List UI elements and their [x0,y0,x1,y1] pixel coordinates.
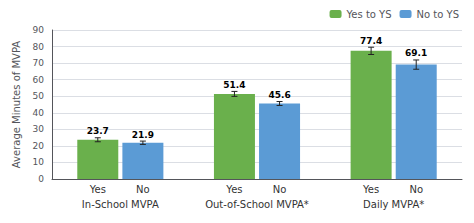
svg-text:30: 30 [33,124,45,134]
svg-text:Out-of-School MVPA*: Out-of-School MVPA* [205,199,309,210]
svg-text:No to YS: No to YS [417,9,459,20]
svg-text:Yes: Yes [362,184,379,195]
svg-text:0: 0 [38,174,44,184]
svg-text:45.6: 45.6 [268,90,290,100]
svg-text:Yes to YS: Yes to YS [346,9,392,20]
svg-text:20: 20 [33,141,45,151]
svg-text:40: 40 [33,108,45,118]
svg-text:23.7: 23.7 [87,126,109,136]
svg-text:70: 70 [33,58,45,68]
svg-text:51.4: 51.4 [223,80,245,90]
svg-text:Daily MVPA*: Daily MVPA* [363,199,424,210]
svg-text:No: No [136,184,150,195]
svg-text:Yes: Yes [225,184,242,195]
svg-text:60: 60 [33,75,45,85]
svg-text:10: 10 [33,157,45,167]
svg-text:Average Minutes of MVPA: Average Minutes of MVPA [11,41,22,168]
svg-text:In-School MVPA: In-School MVPA [82,199,159,210]
svg-text:77.4: 77.4 [360,36,382,46]
svg-text:Yes: Yes [89,184,106,195]
svg-text:69.1: 69.1 [405,48,427,58]
svg-text:50: 50 [33,91,45,101]
svg-text:No: No [273,184,287,195]
svg-text:80: 80 [33,42,45,52]
svg-text:No: No [409,184,423,195]
svg-text:21.9: 21.9 [132,130,154,140]
svg-text:90: 90 [33,25,45,35]
